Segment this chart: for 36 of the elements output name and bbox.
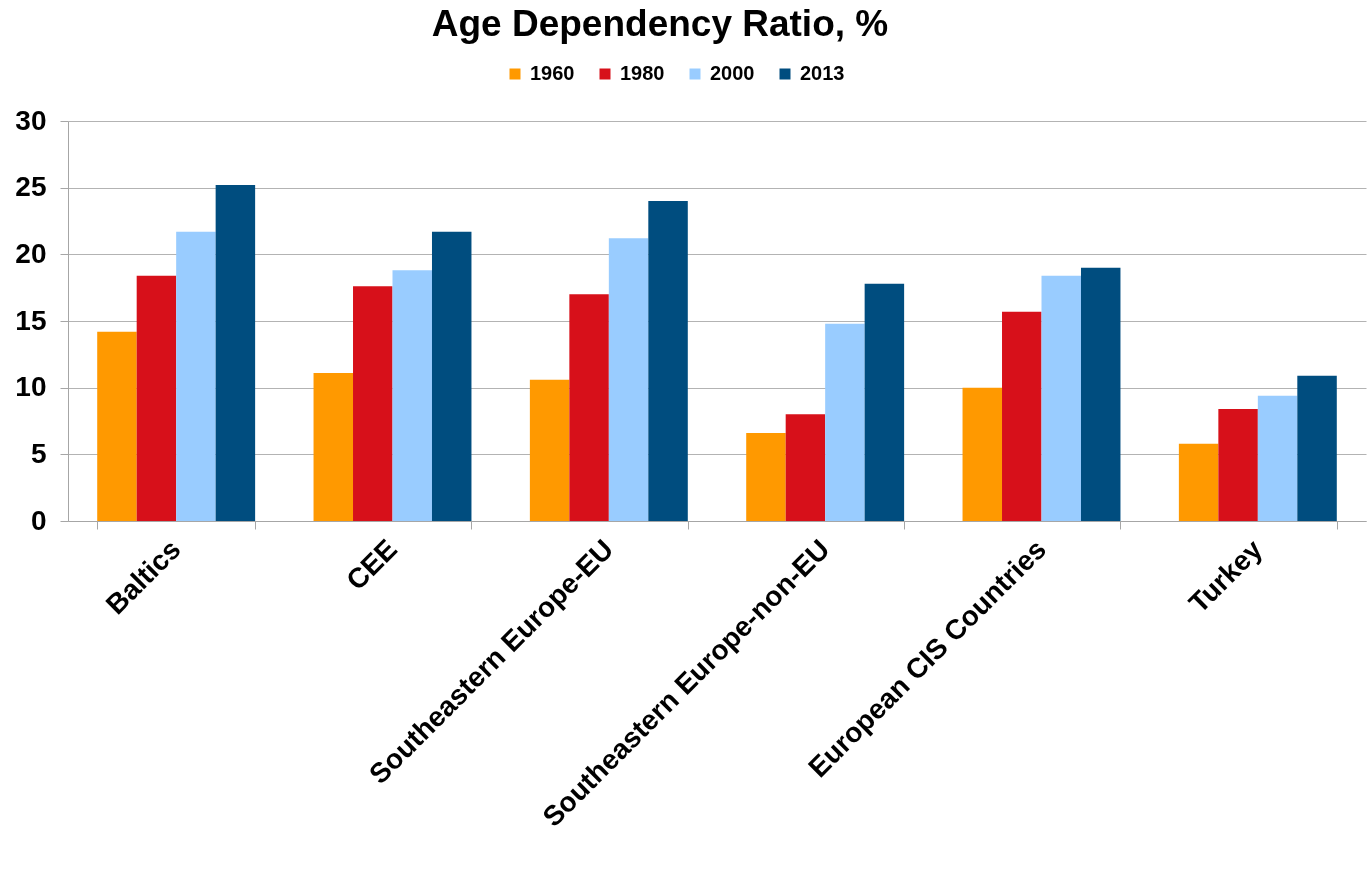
legend-label: 2000 (710, 62, 755, 84)
bar (785, 414, 826, 521)
y-tick-label: 30 (15, 104, 47, 136)
bar (176, 231, 216, 521)
legend-label: 1980 (620, 62, 665, 84)
chart-title: Age Dependency Ratio, % (431, 3, 889, 44)
y-tick-label: 10 (15, 371, 47, 403)
legend-label: 2013 (800, 62, 845, 84)
bar (353, 286, 393, 521)
bar (569, 294, 609, 521)
bar (136, 275, 177, 521)
bar (313, 373, 354, 521)
y-tick-label: 20 (15, 237, 47, 269)
bar (1218, 409, 1258, 521)
y-tick-label: 15 (15, 304, 47, 336)
legend-label: 1960 (530, 62, 575, 84)
bar (1297, 375, 1337, 521)
y-tick-label: 5 (30, 437, 47, 469)
bar (1041, 275, 1081, 521)
bar (648, 201, 688, 521)
bar (1257, 395, 1298, 521)
bar (1178, 443, 1219, 521)
bar (962, 387, 1003, 521)
bar (864, 283, 905, 521)
bar (431, 231, 472, 521)
bar (97, 331, 137, 521)
bar (1080, 267, 1121, 521)
y-tick-label: 0 (30, 504, 47, 536)
bar (392, 270, 432, 521)
bar (746, 433, 786, 521)
y-tick-label: 25 (15, 171, 47, 203)
bar (215, 185, 256, 521)
bar (608, 238, 649, 521)
bar (1002, 311, 1042, 521)
bar (529, 379, 570, 521)
bar (825, 323, 865, 521)
